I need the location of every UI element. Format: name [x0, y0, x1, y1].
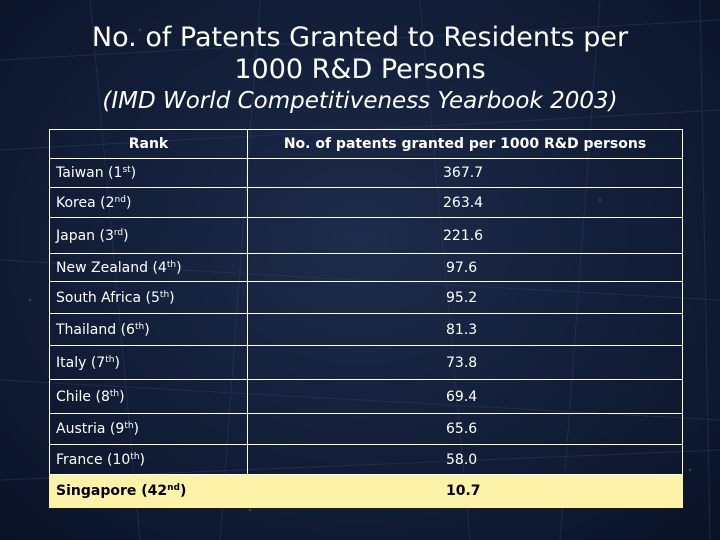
table-row: Thailand (6th) 81.3 [49, 313, 683, 346]
rank-cell: Japan (3rd) [49, 217, 248, 254]
rank-suffix: th [109, 388, 120, 399]
value-cell: 65.6 [247, 413, 683, 445]
table-row: South Africa (5th) 95.2 [49, 281, 683, 314]
rank-number: 5 [151, 289, 160, 306]
country-name: Austria [56, 421, 106, 437]
table-row-highlighted: Singapore (42nd) 10.7 [49, 474, 683, 508]
country-name: Chile [56, 388, 92, 405]
value-cell: 73.8 [247, 345, 683, 380]
table-row: New Zealand (4th) 97.6 [49, 253, 683, 282]
rank-cell: Austria (9th) [49, 413, 248, 445]
rank-suffix: th [124, 421, 134, 431]
rank-cell: Singapore (42nd) [49, 474, 248, 508]
value-cell: 69.4 [247, 379, 683, 414]
country-name: Singapore [56, 483, 137, 499]
rank-cell: Korea (2nd) [49, 187, 248, 218]
table-row: Korea (2nd) 263.4 [49, 187, 683, 218]
rank-suffix: th [159, 289, 170, 300]
rank-suffix: rd [113, 227, 124, 238]
rank-number: 4 [157, 259, 167, 276]
slide-title: No. of Patents Granted to Residents per … [0, 22, 720, 86]
table-row: Italy (7th) 73.8 [49, 345, 683, 380]
rank-number: 42 [147, 483, 168, 499]
value-cell: 263.4 [247, 187, 683, 218]
rank-number: 7 [96, 354, 106, 371]
rank-suffix: nd [114, 194, 126, 205]
rank-cell: France (10th) [49, 444, 248, 475]
rank-number: 9 [115, 421, 125, 437]
slide-subtitle: (IMD World Competitiveness Yearbook 2003… [102, 88, 618, 114]
value-cell: 367.7 [247, 158, 683, 188]
rank-suffix: th [166, 259, 177, 270]
country-name: Korea [56, 194, 96, 211]
table-row: France (10th) 58.0 [49, 444, 683, 475]
country-name: South Africa [56, 289, 142, 306]
value-cell: 221.6 [247, 217, 683, 254]
country-name: Taiwan [56, 165, 104, 181]
rank-number: 6 [126, 321, 135, 338]
country-name: Italy [56, 354, 87, 371]
rank-number: 10 [112, 451, 131, 468]
value-cell: 58.0 [247, 444, 683, 475]
rank-suffix: nd [167, 483, 180, 493]
patents-table: Rank No. of patents granted per 1000 R&D… [49, 129, 683, 508]
rank-cell: Italy (7th) [49, 345, 248, 380]
rank-cell: South Africa (5th) [49, 281, 248, 314]
country-name: France [56, 451, 103, 468]
rank-number: 3 [104, 227, 114, 244]
title-line-1: No. of Patents Granted to Residents per [91, 22, 629, 53]
rank-suffix: th [130, 451, 140, 462]
country-name: Thailand [56, 321, 117, 338]
rank-number: 2 [105, 194, 115, 211]
rank-cell: Chile (8th) [49, 379, 248, 414]
rank-suffix: st [122, 165, 131, 175]
rank-number: 8 [100, 388, 110, 405]
rank-cell: Taiwan (1st) [49, 158, 248, 188]
rank-suffix: th [105, 354, 115, 365]
value-cell: 81.3 [247, 313, 683, 346]
country-name: New Zealand [56, 259, 148, 276]
value-cell: 97.6 [247, 253, 683, 282]
title-line-2: 1000 R&D Persons [234, 54, 486, 85]
table-row: Chile (8th) 69.4 [49, 379, 683, 414]
value-cell: 10.7 [247, 474, 683, 508]
table-header-row: Rank No. of patents granted per 1000 R&D… [49, 129, 683, 159]
table-row: Austria (9th) 65.6 [49, 413, 683, 445]
rank-column-header: Rank [49, 129, 248, 159]
rank-cell: Thailand (6th) [49, 313, 248, 346]
value-cell: 95.2 [247, 281, 683, 314]
rank-number: 1 [113, 165, 123, 181]
value-column-header: No. of patents granted per 1000 R&D pers… [247, 129, 683, 159]
country-name: Japan [56, 227, 96, 244]
table-row: Japan (3rd) 221.6 [49, 217, 683, 254]
rank-suffix: th [134, 321, 145, 332]
rank-cell: New Zealand (4th) [49, 253, 248, 282]
table-row: Taiwan (1st) 367.7 [49, 158, 683, 188]
